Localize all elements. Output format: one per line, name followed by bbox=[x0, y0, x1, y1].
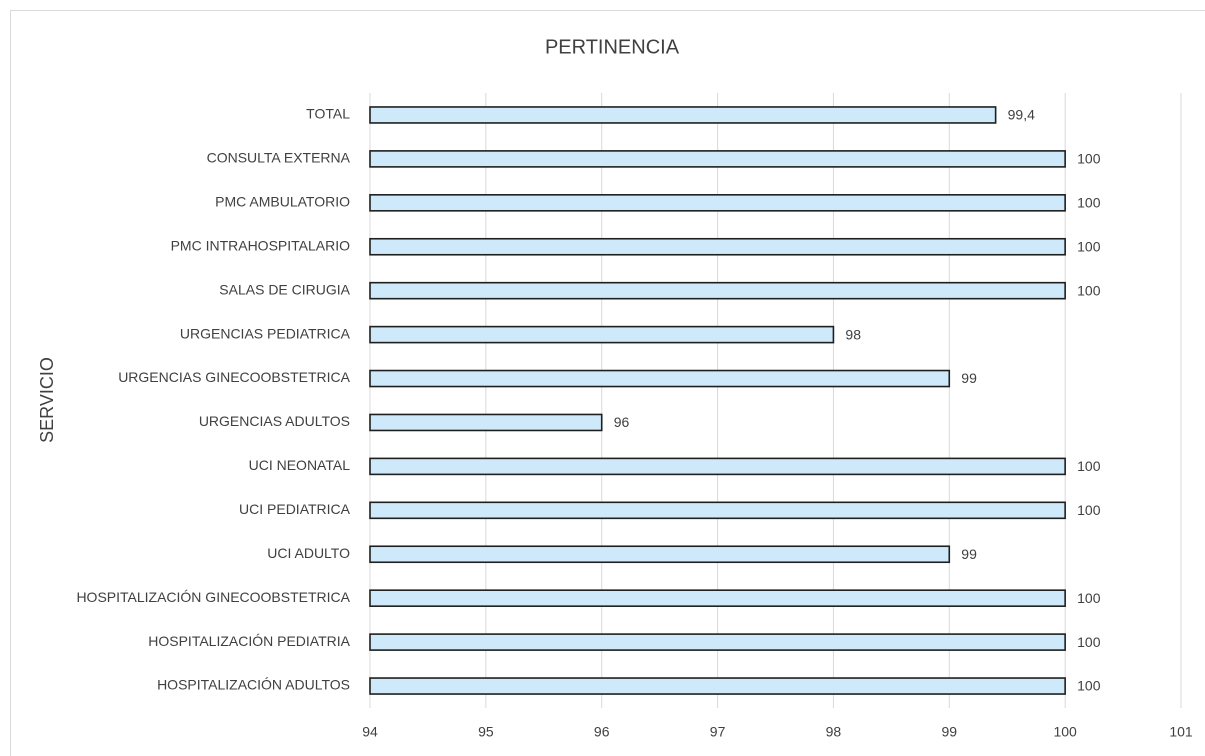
bar bbox=[369, 369, 951, 388]
y-tick-label: HOSPITALIZACIÓN PEDIATRIA bbox=[148, 633, 350, 649]
x-tick-label: 96 bbox=[594, 724, 610, 740]
x-tick-label: 98 bbox=[826, 724, 842, 740]
bar bbox=[369, 413, 603, 432]
y-tick-label: TOTAL bbox=[306, 106, 350, 122]
data-label: 100 bbox=[1077, 195, 1101, 211]
bar bbox=[369, 237, 1066, 256]
y-tick-label: PMC INTRAHOSPITALARIO bbox=[171, 237, 351, 253]
bar bbox=[369, 106, 997, 124]
bar bbox=[369, 457, 1066, 476]
x-tick-label: 99 bbox=[941, 724, 957, 740]
y-tick-label: URGENCIAS PEDIATRICA bbox=[180, 325, 351, 341]
y-tick-label: UCI PEDIATRICA bbox=[239, 501, 351, 517]
data-label: 100 bbox=[1077, 282, 1101, 298]
y-tick-label: UCI NEONATAL bbox=[249, 457, 351, 473]
data-label: 96 bbox=[614, 414, 630, 430]
data-label: 100 bbox=[1077, 634, 1101, 650]
y-tick-label: HOSPITALIZACIÓN GINECOOBSTETRICA bbox=[76, 589, 350, 605]
data-label: 100 bbox=[1077, 238, 1101, 254]
bar bbox=[369, 194, 1066, 212]
y-axis-label: SERVICIO bbox=[37, 357, 57, 443]
y-tick-label: CONSULTA EXTERNA bbox=[207, 150, 351, 166]
bar bbox=[369, 677, 1066, 695]
x-tick-label: 101 bbox=[1169, 724, 1193, 740]
y-tick-label: URGENCIAS ADULTOS bbox=[199, 413, 350, 429]
bar bbox=[369, 150, 1066, 168]
y-tick-label: URGENCIAS GINECOOBSTETRICA bbox=[118, 369, 350, 385]
y-tick-label: PMC AMBULATORIO bbox=[215, 194, 350, 210]
x-tick-label: 95 bbox=[478, 724, 494, 740]
data-label: 99 bbox=[961, 546, 977, 562]
data-label: 99 bbox=[961, 370, 977, 386]
data-label: 100 bbox=[1077, 502, 1101, 518]
data-label: 99,4 bbox=[1008, 107, 1035, 123]
y-tick-label: UCI ADULTO bbox=[267, 545, 350, 561]
x-tick-label: 97 bbox=[710, 724, 726, 740]
bar bbox=[369, 325, 835, 344]
bar bbox=[369, 545, 951, 564]
bar bbox=[369, 281, 1066, 300]
data-label: 100 bbox=[1077, 458, 1101, 474]
chart-title: PERTINENCIA bbox=[545, 36, 680, 58]
bar bbox=[369, 501, 1066, 520]
y-tick-label: HOSPITALIZACIÓN ADULTOS bbox=[157, 677, 350, 693]
x-tick-label: 94 bbox=[362, 724, 378, 740]
y-tick-label: SALAS DE CIRUGIA bbox=[219, 281, 350, 297]
data-label: 100 bbox=[1077, 151, 1101, 167]
x-tick-label: 100 bbox=[1053, 724, 1077, 740]
data-label: 100 bbox=[1077, 590, 1101, 606]
data-label: 98 bbox=[845, 326, 861, 342]
bar bbox=[369, 633, 1066, 651]
data-label: 100 bbox=[1077, 678, 1101, 694]
bar bbox=[369, 589, 1066, 607]
